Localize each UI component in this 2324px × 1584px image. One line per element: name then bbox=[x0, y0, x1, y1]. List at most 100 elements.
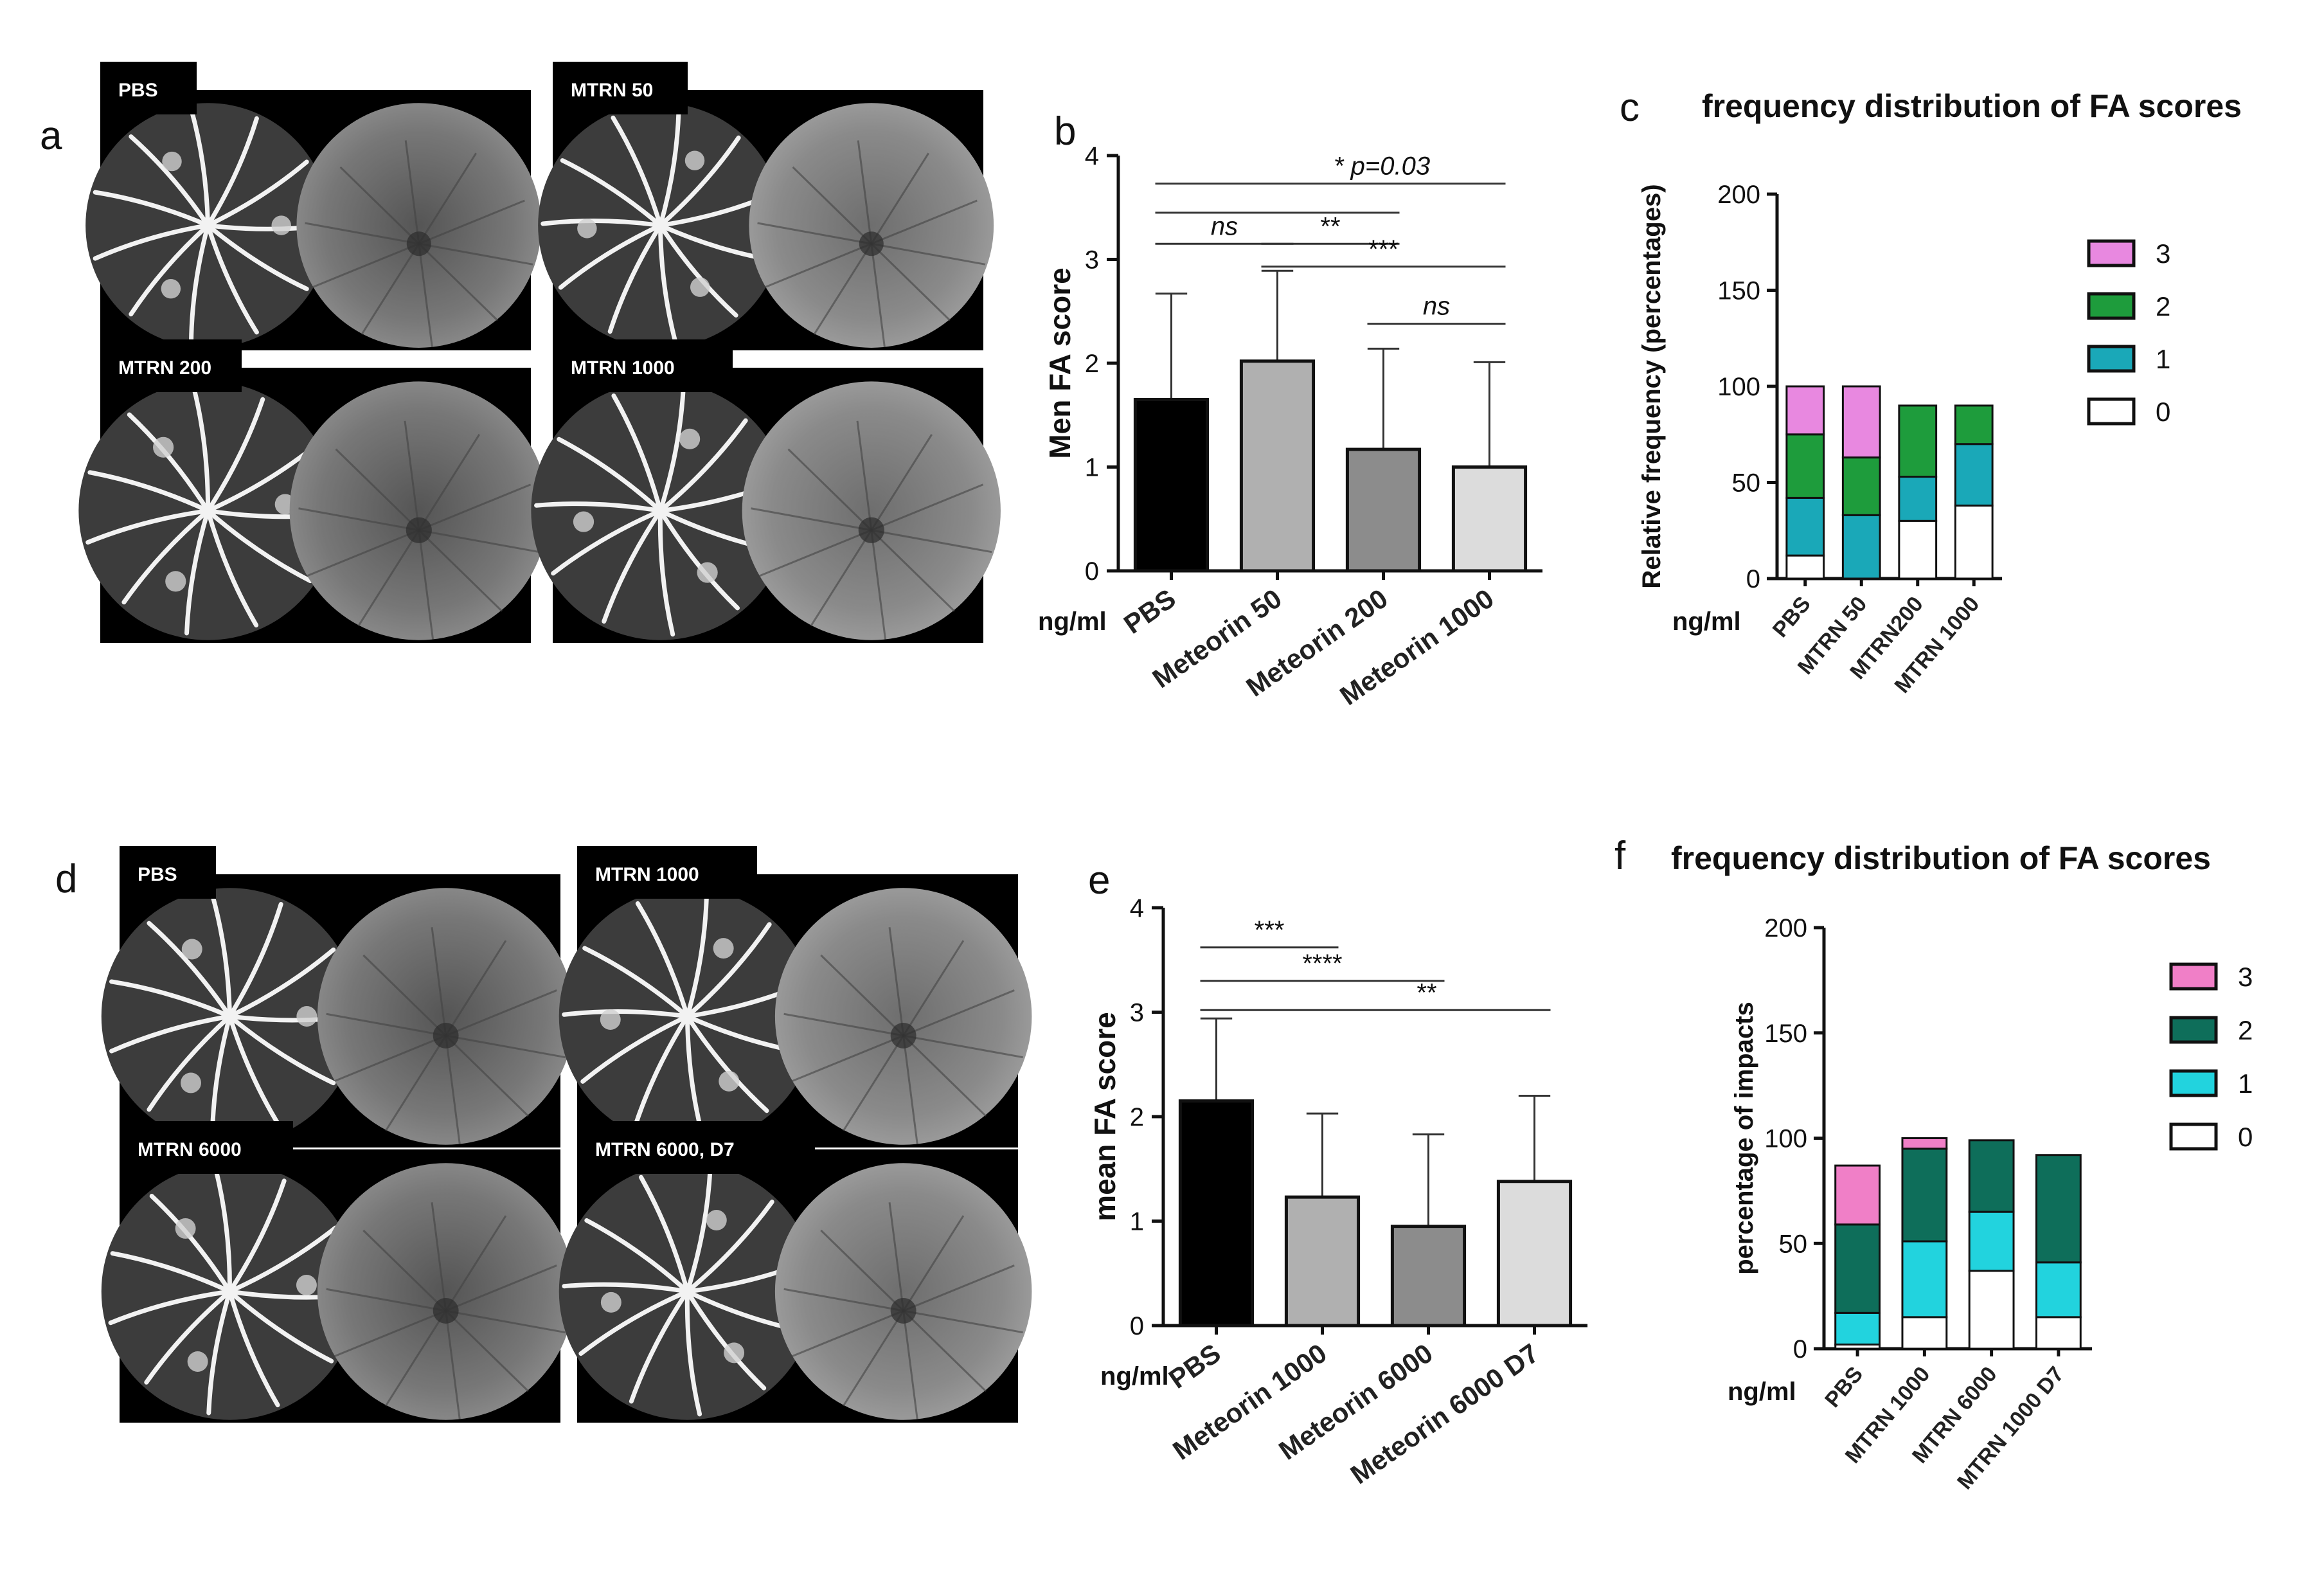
y-tick-label: 150 bbox=[1764, 1020, 1807, 1048]
lesion-spot bbox=[713, 938, 734, 959]
vessel bbox=[129, 134, 210, 228]
stacked-segment bbox=[1785, 385, 1825, 436]
vessel bbox=[562, 1009, 690, 1019]
stacked-segment bbox=[1901, 1148, 1948, 1243]
dark-vessel bbox=[385, 1310, 447, 1407]
dark-vessel bbox=[339, 166, 420, 245]
vessel bbox=[228, 1178, 287, 1294]
image-label-box bbox=[577, 846, 757, 899]
vessel bbox=[638, 1174, 690, 1294]
dark-vessel bbox=[857, 140, 873, 244]
panel-letter-f: f bbox=[1614, 834, 1626, 878]
vessel bbox=[685, 1289, 767, 1390]
dark-vessel bbox=[871, 483, 984, 532]
image-label: MTRN 50 bbox=[571, 80, 653, 101]
dark-vessel bbox=[326, 1013, 446, 1037]
x-tick-label: Meteorin 6000 D7 bbox=[1345, 1338, 1544, 1490]
stacked-segment bbox=[1901, 1240, 1948, 1318]
dark-vessel bbox=[820, 1229, 904, 1312]
legend-label: 1 bbox=[2156, 344, 2170, 374]
y-tick-label: 1 bbox=[1085, 454, 1099, 482]
stacked-segment bbox=[1968, 1270, 2015, 1350]
fundus-image bbox=[749, 103, 994, 348]
lesion-spot bbox=[577, 219, 597, 239]
y-axis-label: Relative frequency (percentages) bbox=[1638, 184, 1666, 588]
image-label-box bbox=[120, 1121, 293, 1174]
vessel bbox=[184, 509, 210, 636]
image-label: MTRN 6000, D7 bbox=[595, 1139, 735, 1160]
panel-letter-d: d bbox=[55, 857, 77, 901]
legend-label: 3 bbox=[2238, 962, 2253, 992]
stacked-segment bbox=[2035, 1261, 2082, 1318]
vessel bbox=[228, 947, 336, 1019]
bar bbox=[1345, 447, 1422, 573]
dark-vessel bbox=[757, 222, 872, 245]
vessel bbox=[188, 107, 210, 228]
y-tick-label: 50 bbox=[1732, 469, 1761, 498]
vessel bbox=[85, 509, 210, 545]
vessel bbox=[228, 1225, 338, 1294]
lesion-spot bbox=[600, 1009, 621, 1030]
vessel bbox=[228, 1289, 280, 1408]
fundus-images-a: PBS MTRN 50 MTRN 200 MTRN 1000 bbox=[78, 62, 1001, 643]
dark-vessel bbox=[431, 1202, 447, 1311]
image-label-box bbox=[100, 62, 197, 114]
vessel bbox=[213, 1166, 233, 1294]
vessel bbox=[228, 1014, 336, 1086]
vessel bbox=[611, 393, 663, 514]
x-tick-label: PBS bbox=[1768, 592, 1816, 642]
vessel bbox=[611, 115, 663, 228]
legend-label: 2 bbox=[2238, 1015, 2253, 1045]
dark-vessel bbox=[870, 152, 930, 244]
legend-swatch bbox=[2087, 397, 2136, 426]
bar bbox=[1133, 398, 1210, 573]
dark-vessel bbox=[418, 242, 533, 266]
fundus-image bbox=[317, 888, 575, 1145]
fundus-image bbox=[289, 381, 548, 640]
vessel bbox=[188, 223, 210, 344]
optic-disc bbox=[433, 1297, 459, 1324]
dark-vessel bbox=[792, 1310, 904, 1357]
vessel-group bbox=[85, 385, 335, 636]
fundus-image bbox=[296, 103, 542, 348]
dark-vessel-group bbox=[298, 420, 540, 640]
image-label: MTRN 6000 bbox=[138, 1139, 242, 1160]
dark-vessel-group bbox=[326, 927, 566, 1144]
vessel bbox=[632, 1014, 690, 1130]
legend-swatch bbox=[2169, 1069, 2218, 1097]
dark-vessel bbox=[418, 243, 499, 321]
legend-label: 0 bbox=[2156, 397, 2170, 427]
vessel bbox=[206, 223, 309, 291]
stacked-segment bbox=[1841, 385, 1881, 459]
vessel bbox=[228, 1289, 334, 1364]
y-tick-label: 150 bbox=[1717, 277, 1760, 305]
lesion-spot bbox=[600, 1292, 621, 1313]
chart-f: frequency distribution of FA scores05010… bbox=[1671, 840, 2253, 1494]
bar bbox=[1451, 465, 1528, 573]
dark-vessel bbox=[888, 1202, 905, 1311]
dark-vessel bbox=[902, 1034, 987, 1117]
legend-swatch bbox=[2087, 345, 2136, 373]
x-unit-label: ng/ml bbox=[1100, 1362, 1169, 1390]
lesion-spot bbox=[573, 511, 594, 532]
dark-vessel bbox=[445, 1034, 529, 1117]
vessel bbox=[578, 1289, 690, 1356]
dark-vessel bbox=[404, 140, 420, 244]
dark-vessel bbox=[871, 242, 986, 266]
optic-disc bbox=[433, 1022, 459, 1048]
dark-vessel bbox=[856, 420, 873, 530]
y-tick-label: 100 bbox=[1764, 1125, 1807, 1153]
stacked-segment bbox=[1898, 519, 1938, 580]
vessel bbox=[93, 190, 210, 228]
vessel bbox=[658, 107, 681, 228]
significance-label: * p=0.03 bbox=[1334, 152, 1430, 181]
dark-vessel bbox=[361, 243, 420, 335]
bar bbox=[1239, 359, 1316, 573]
lesion-spot bbox=[724, 1342, 745, 1364]
stacked-segment bbox=[1954, 504, 1994, 580]
lesion-spot bbox=[690, 277, 710, 297]
bar bbox=[1178, 1099, 1255, 1328]
vessel bbox=[206, 509, 313, 584]
image-label: MTRN 1000 bbox=[595, 864, 699, 885]
